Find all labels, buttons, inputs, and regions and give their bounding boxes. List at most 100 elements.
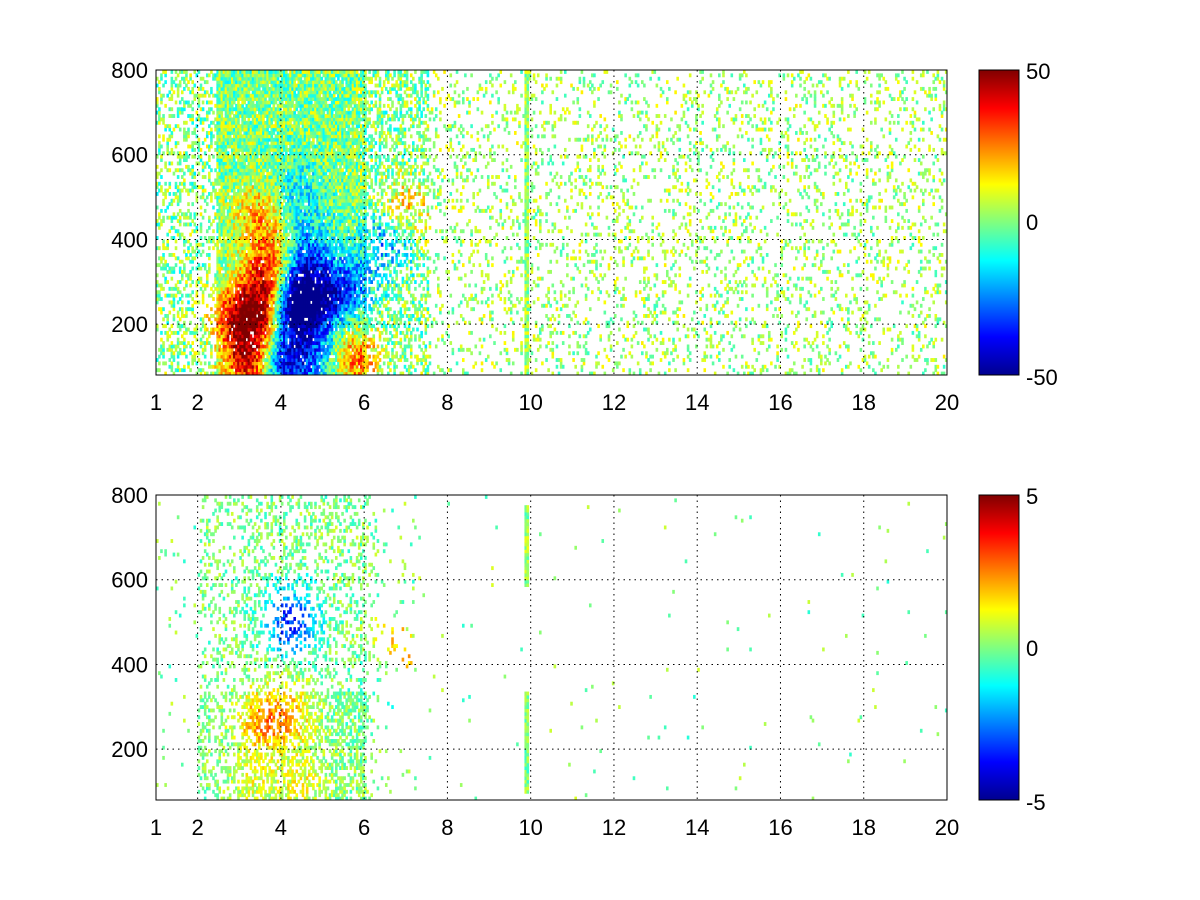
- heatmap-cell: [255, 114, 259, 118]
- heatmap-cell: [255, 83, 259, 88]
- heatmap-cell: [218, 181, 222, 186]
- heatmap-cell: [247, 83, 251, 88]
- heatmap-cell: [268, 266, 271, 271]
- heatmap-cell: [291, 364, 294, 369]
- heatmap-cell: [230, 317, 234, 322]
- heatmap-cell: [301, 114, 305, 118]
- heatmap-cell: [237, 114, 240, 118]
- heatmap-cell: [260, 124, 263, 129]
- heatmap-cell: [222, 290, 226, 295]
- heatmap-cell: [272, 280, 276, 284]
- heatmap-cell: [282, 276, 286, 281]
- heatmap-cell: [270, 178, 274, 183]
- heatmap-cell: [266, 253, 269, 257]
- heatmap-cell: [214, 181, 217, 186]
- heatmap-cell: [199, 86, 203, 91]
- heatmap-cell: [176, 161, 180, 166]
- heatmap-cell: [260, 219, 263, 223]
- heatmap-cell: [301, 334, 305, 339]
- heatmap-cell: [262, 280, 265, 284]
- heatmap-cell: [295, 93, 299, 98]
- heatmap-cell: [278, 249, 282, 254]
- heatmap-cell: [226, 330, 230, 335]
- heatmap-cell: [307, 158, 311, 162]
- heatmap-cell: [243, 110, 247, 115]
- heatmap-cell: [272, 269, 276, 274]
- heatmap-cell: [307, 225, 311, 230]
- heatmap-cell: [237, 212, 240, 217]
- heatmap-cell: [289, 154, 292, 159]
- heatmap-cell: [305, 144, 309, 149]
- heatmap-cell: [297, 225, 301, 230]
- heatmap-cell: [258, 303, 261, 308]
- heatmap-cell: [243, 205, 247, 210]
- heatmap-cell: [276, 324, 280, 329]
- heatmap-cell: [278, 114, 282, 118]
- heatmap-cell: [276, 202, 280, 207]
- heatmap-cell: [222, 181, 226, 186]
- heatmap-cell: [258, 161, 261, 166]
- heatmap-cell: [262, 120, 265, 125]
- heatmap-cell: [214, 168, 217, 173]
- heatmap-cell: [289, 188, 292, 193]
- heatmap-cell: [280, 351, 284, 356]
- heatmap-cell: [312, 147, 315, 152]
- heatmap-cell: [243, 164, 247, 169]
- heatmap-cell: [295, 266, 299, 271]
- heatmap-cell: [210, 86, 213, 91]
- heatmap-cell: [293, 219, 296, 223]
- heatmap-cell: [191, 307, 194, 312]
- heatmap-cell: [245, 293, 249, 298]
- heatmap-cell: [289, 212, 292, 217]
- heatmap-cell: [180, 76, 184, 81]
- heatmap-cell: [289, 263, 292, 268]
- heatmap-cell: [183, 107, 186, 112]
- heatmap-cell: [289, 307, 292, 312]
- heatmap-cell: [185, 327, 188, 332]
- heatmap-cell: [270, 144, 274, 149]
- heatmap-cell: [260, 239, 263, 244]
- heatmap-cell: [291, 195, 294, 200]
- heatmap-cell: [195, 253, 199, 257]
- heatmap-cell: [189, 259, 192, 264]
- heatmap-cell: [243, 131, 247, 135]
- heatmap-cell: [312, 137, 315, 142]
- heatmap-cell: [176, 93, 180, 98]
- heatmap-cell: [230, 97, 234, 101]
- heatmap-cell: [245, 320, 249, 325]
- heatmap-cell: [218, 103, 222, 108]
- heatmap-cell: [224, 161, 228, 166]
- heatmap-cell: [291, 276, 294, 281]
- heatmap-cell: [272, 310, 276, 315]
- heatmap-cell: [185, 131, 188, 135]
- heatmap-cell: [230, 361, 234, 366]
- heatmap-cell: [237, 73, 240, 78]
- heatmap-cell: [310, 195, 313, 200]
- heatmap-cell: [243, 93, 247, 98]
- heatmap-cell: [291, 185, 294, 190]
- heatmap-cell: [274, 164, 278, 169]
- heatmap-cell: [266, 259, 269, 264]
- heatmap-cell: [178, 297, 182, 301]
- heatmap-cell: [264, 222, 267, 227]
- heatmap-cell: [287, 110, 290, 115]
- heatmap-cell: [266, 307, 269, 312]
- heatmap-cell: [224, 266, 228, 271]
- heatmap-cell: [276, 76, 280, 81]
- heatmap-cell: [218, 259, 222, 264]
- heatmap-cell: [241, 236, 244, 240]
- heatmap-cell: [228, 361, 232, 366]
- heatmap-cell: [233, 168, 236, 173]
- heatmap-cell: [203, 327, 207, 332]
- heatmap-cell: [162, 253, 165, 257]
- heatmap-cell: [218, 215, 222, 220]
- heatmap-cell: [287, 310, 290, 315]
- heatmap-cell: [289, 347, 292, 352]
- heatmap-cell: [253, 297, 257, 301]
- heatmap-cell: [222, 131, 226, 135]
- heatmap-cell: [255, 97, 259, 101]
- heatmap-cell: [216, 175, 219, 179]
- heatmap-cell: [241, 229, 244, 234]
- heatmap-cell: [199, 368, 203, 373]
- heatmap-cell: [245, 327, 249, 332]
